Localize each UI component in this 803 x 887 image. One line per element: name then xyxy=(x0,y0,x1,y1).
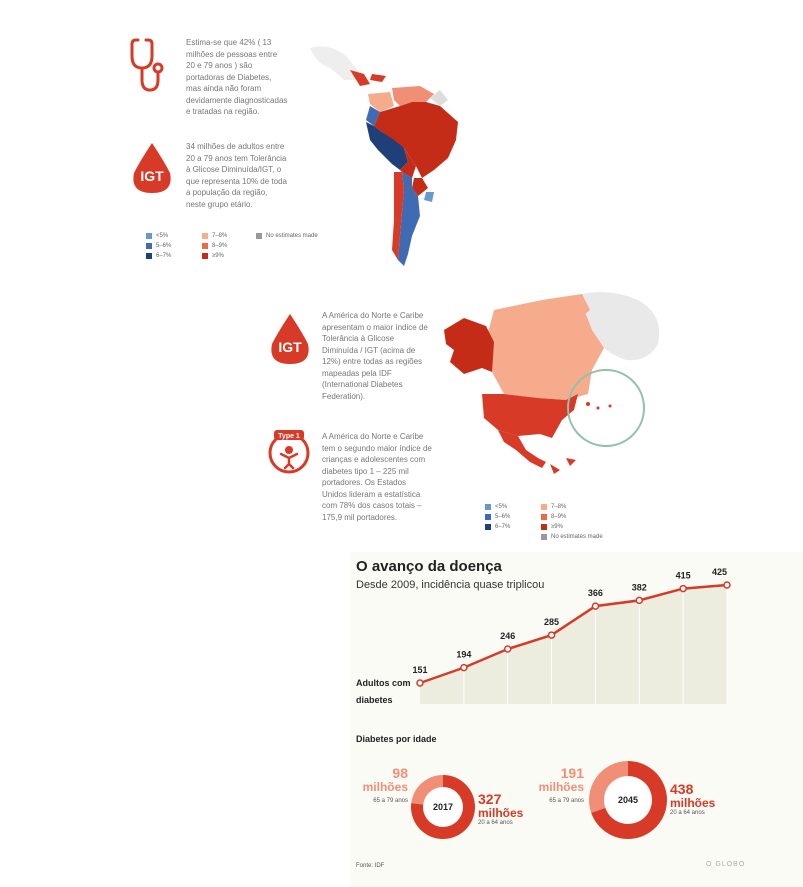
type1-icon: Type 1 xyxy=(266,428,312,474)
chart-subtitle: Desde 2009, incidência quase triplicou xyxy=(356,579,545,591)
legend-label: No estimates made xyxy=(266,233,318,239)
data-point xyxy=(416,679,424,687)
data-label: 194 xyxy=(456,650,471,660)
donut-2017-young-label: 327 milhões 20 a 64 anos xyxy=(478,791,524,827)
donut-2017-old-label: 98 milhões xyxy=(356,766,408,794)
legend-label: 7–8% xyxy=(212,233,228,239)
legend-label: ≥9% xyxy=(212,253,224,259)
legend-label: 8–9% xyxy=(551,514,567,520)
legend-swatch xyxy=(202,253,208,259)
series-line xyxy=(419,583,728,685)
igt-drop-icon: IGT xyxy=(268,312,312,366)
na-map-legend: <5% 5–6% 6–7% 7–8% 8–9% ≥9% No estimates… xyxy=(485,502,625,542)
donut-2045-old-num: 191 xyxy=(560,765,584,781)
igt-icon-label: IGT xyxy=(278,339,302,355)
legend-swatch xyxy=(146,233,152,239)
igt-icon-label: IGT xyxy=(140,168,164,184)
chart-title: O avanço da doença xyxy=(356,558,502,575)
data-point xyxy=(503,645,512,653)
data-label: 151 xyxy=(412,665,427,675)
donut-2045-young-unit: milhões xyxy=(670,796,716,810)
donut-2045: 2045 xyxy=(589,761,667,839)
legend-swatch xyxy=(202,233,208,239)
legend-swatch xyxy=(541,524,547,530)
na-note-type1: A América do Norte e Caribe tem o segund… xyxy=(322,432,432,522)
chart-panel: O avanço da doença Desde 2009, incidênci… xyxy=(350,552,803,887)
sa-map-legend: <5% 5–6% 6–7% 7–8% 8–9% ≥9% No estimates… xyxy=(146,231,336,261)
sa-note-igt: 34 milhões de adultos entre 20 a 79 anos… xyxy=(186,142,287,209)
legend-swatch xyxy=(541,514,547,520)
data-label: 366 xyxy=(588,588,603,598)
chart-area xyxy=(420,585,727,704)
data-point xyxy=(679,584,687,593)
na-note-igt: A América do Norte e Caribe apresentam o… xyxy=(322,311,428,401)
south-america-map xyxy=(310,46,458,266)
line-chart: 151 194 246 285 366 382 415 425 xyxy=(412,567,731,704)
data-point xyxy=(547,631,556,639)
stethoscope-icon xyxy=(130,38,164,92)
donut-2017-young-group: 20 a 64 anos xyxy=(478,820,513,826)
legend-swatch xyxy=(485,504,491,510)
legend-label: <5% xyxy=(156,233,169,239)
type1-icon-label: Type 1 xyxy=(278,433,300,440)
donut-2017-young-unit: milhões xyxy=(478,806,524,820)
sa-note-diagnosis: Estima-se que 42% ( 13 milhões de pessoa… xyxy=(186,38,288,116)
donut-2017-center-label: 2017 xyxy=(433,802,453,812)
legend-swatch xyxy=(541,534,547,540)
donut-2045-young-group: 20 a 64 anos xyxy=(670,810,705,816)
donut-2045-old-label: 191 milhões xyxy=(538,766,584,794)
donut-2045-young-num: 438 xyxy=(670,781,694,797)
legend-label: <5% xyxy=(495,504,508,510)
legend-swatch xyxy=(485,524,491,530)
legend-label: 6–7% xyxy=(495,524,511,530)
data-point xyxy=(723,581,731,589)
data-label: 382 xyxy=(632,582,647,592)
legend-label: No estimates made xyxy=(551,534,603,540)
legend-label: 5–6% xyxy=(495,514,511,520)
legend-swatch xyxy=(256,233,262,239)
donut-2017: 2017 xyxy=(411,775,475,839)
donut-2017-old-unit: milhões xyxy=(362,780,408,794)
legend-swatch xyxy=(202,243,208,249)
donut-2045-young-label: 438 milhões 20 a 64 anos xyxy=(670,781,716,817)
legend-label: 6–7% xyxy=(156,253,172,259)
donut-2017-old-group: 65 a 79 anos xyxy=(373,798,408,804)
legend-label: 7–8% xyxy=(551,504,567,510)
donut-2045-old-unit: milhões xyxy=(538,780,584,794)
data-point xyxy=(591,602,600,610)
north-america-map xyxy=(444,292,660,474)
legend-label: ≥9% xyxy=(551,524,563,530)
brand-logo: O GLOBO xyxy=(706,861,746,868)
legend-swatch xyxy=(146,253,152,259)
donut-section-title: Diabetes por idade xyxy=(356,734,437,744)
legend-swatch xyxy=(485,514,491,520)
legend-swatch xyxy=(146,243,152,249)
data-label: 246 xyxy=(500,631,515,641)
donut-2045-old-group: 65 a 79 anos xyxy=(549,798,584,804)
data-label: 285 xyxy=(544,617,559,627)
donut-2017-old-num: 98 xyxy=(392,765,408,781)
data-label: 425 xyxy=(712,567,727,577)
donut-2017-young-num: 327 xyxy=(478,791,502,807)
series-label: Adultos com diabetes xyxy=(356,678,411,705)
legend-label: 5–6% xyxy=(156,243,172,249)
igt-drop-icon: IGT xyxy=(130,141,174,195)
data-label: 415 xyxy=(676,571,691,581)
data-point xyxy=(635,596,644,605)
source-credit: Fonte: IDF xyxy=(356,863,385,869)
donut-2045-center-label: 2045 xyxy=(618,795,638,805)
data-point xyxy=(460,663,468,672)
legend-swatch xyxy=(541,504,547,510)
legend-label: 8–9% xyxy=(212,243,228,249)
